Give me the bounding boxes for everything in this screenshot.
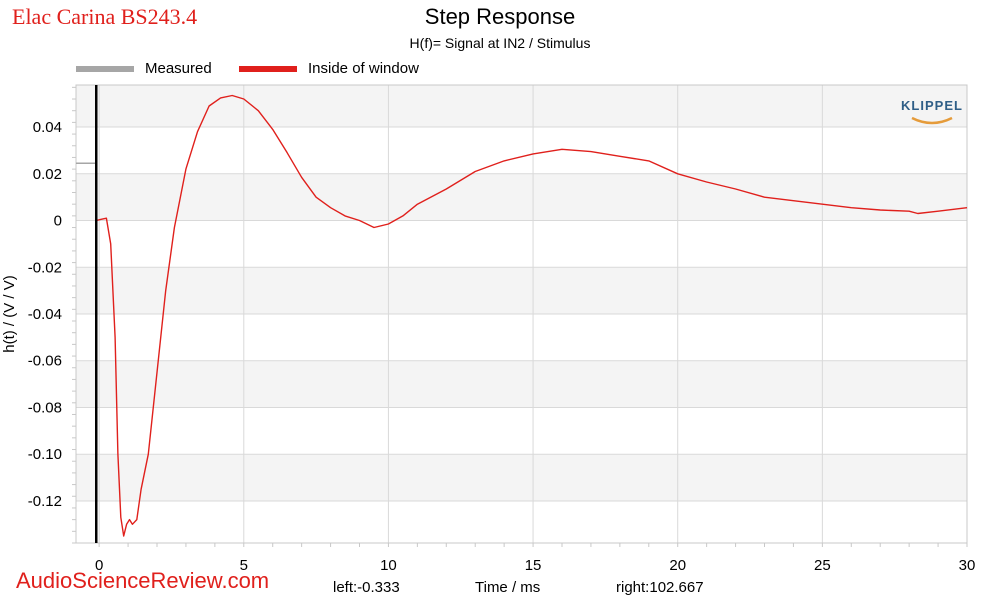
- chart-title: Step Response: [424, 4, 576, 29]
- y-axis-ticks: 0.04 0.02 0 -0.02 -0.04 -0.06 -0.08 -0.10 -0.12: [28, 86, 76, 544]
- chart-subtitle: H(f)= Signal at IN2 / Stimulus: [409, 35, 591, 51]
- brand-label: Elac Carina BS243.4: [12, 4, 198, 29]
- plot-frame: [75, 84, 968, 544]
- plot-band: [76, 173, 967, 221]
- klippel-logo: KLIPPEL: [901, 98, 963, 125]
- x-tick-label: 0: [95, 557, 103, 574]
- watermark: AudioScienceReview.com: [16, 568, 270, 593]
- plot-band: [76, 360, 967, 408]
- y-tick-label: -0.12: [28, 493, 62, 510]
- x-axis-label: Time / ms: [475, 579, 541, 596]
- window-left-label: left:-0.333: [333, 579, 400, 596]
- klippel-logo-swoosh: [911, 116, 953, 125]
- y-axis-label: h(t) / (V / V): [1, 275, 18, 353]
- y-tick-label: 0: [54, 213, 62, 230]
- y-tick-label: -0.08: [28, 399, 62, 416]
- y-tick-label: -0.10: [28, 446, 62, 463]
- klippel-logo-text: KLIPPEL: [901, 98, 963, 113]
- plot-band: [76, 267, 967, 314]
- window-right-label: right:102.667: [616, 579, 704, 596]
- x-tick-label: 15: [525, 557, 542, 574]
- x-axis-ticks: 0 5 10 15 20 25 30: [95, 543, 975, 574]
- y-tick-label: 0.04: [33, 119, 62, 136]
- y-tick-label: -0.02: [28, 259, 62, 276]
- x-tick-label: 30: [959, 557, 976, 574]
- y-tick-label: -0.06: [28, 353, 62, 370]
- legend-label-inside-window: Inside of window: [308, 60, 419, 77]
- plot-band: [76, 454, 967, 501]
- plot-bands: [76, 85, 967, 501]
- x-tick-label: 25: [814, 557, 831, 574]
- x-tick-label: 20: [669, 557, 686, 574]
- y-tick-label: 0.02: [33, 166, 62, 183]
- legend-swatch-measured: [76, 66, 134, 72]
- plot-band: [76, 85, 967, 128]
- series-line-inside-of-window: [95, 94, 968, 537]
- y-tick-label: -0.04: [28, 306, 62, 323]
- x-tick-label: 5: [240, 557, 248, 574]
- series-lines: [76, 94, 968, 537]
- legend-swatch-inside-window: [239, 66, 297, 72]
- legend-label-measured: Measured: [145, 60, 212, 77]
- x-tick-label: 10: [380, 557, 397, 574]
